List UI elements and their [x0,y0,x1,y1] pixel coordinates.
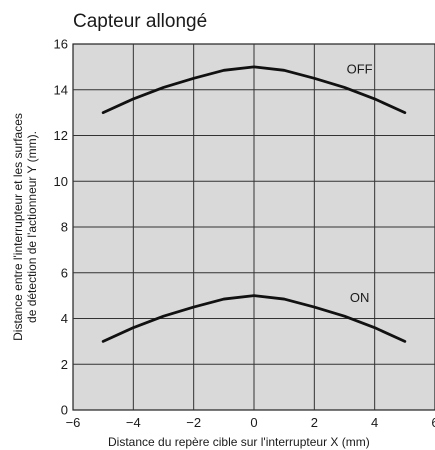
y-tick-label: 16 [54,37,68,52]
series-group [101,65,407,343]
x-tick-label: 2 [311,415,318,430]
grid-lines [73,44,435,410]
x-tick-label: −4 [126,415,141,430]
series-label-on: ON [350,290,370,305]
series-line-on [101,294,407,343]
x-axis-label: Distance du repère cible sur l'interrupt… [108,435,370,449]
y-axis-label: Distance entre l'interrupteur et les sur… [11,113,39,341]
y-axis-ticks: 0 2 4 6 8 10 12 14 16 [54,37,68,418]
x-tick-label: 0 [250,415,257,430]
y-tick-label: 10 [54,174,68,189]
y-axis-label-line-1: Distance entre l'interrupteur et les sur… [11,113,25,341]
x-tick-label: −2 [186,415,201,430]
x-tick-label: 4 [371,415,378,430]
y-tick-label: 12 [54,128,68,143]
y-tick-label: 8 [61,220,68,235]
y-tick-label: 14 [54,82,68,97]
y-axis-label-line-2: de détection de l'actionneur Y (mm). [25,131,39,323]
series-labels: OFF ON [347,61,373,305]
y-tick-label: 4 [61,311,68,326]
chart-title: Capteur allongé [73,11,207,32]
series-label-off: OFF [347,61,373,76]
x-tick-label: 6 [431,415,435,430]
y-tick-label: 2 [61,357,68,372]
x-tick-label: −6 [66,415,81,430]
y-tick-label: 0 [61,403,68,418]
y-tick-label: 6 [61,265,68,280]
x-axis-ticks: −6 −4 −2 0 2 4 6 [66,415,435,430]
series-line-off [101,65,407,115]
